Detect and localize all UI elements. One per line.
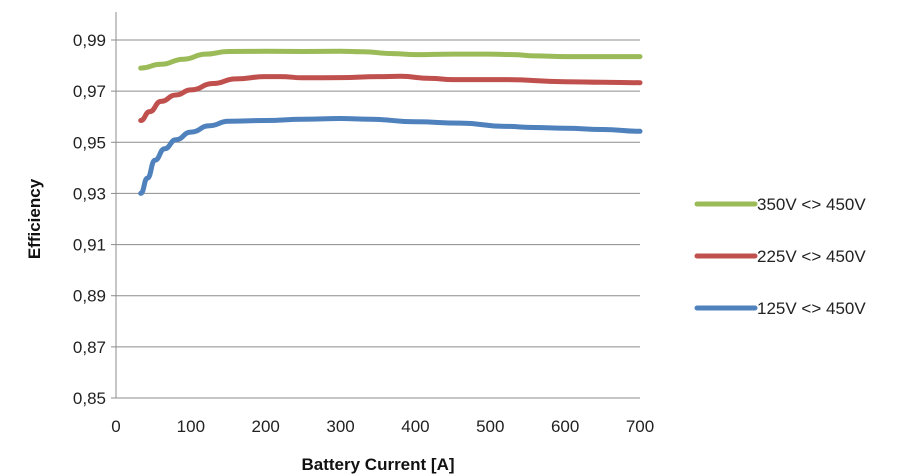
- series-lines: [138, 48, 643, 196]
- y-tick-label: 0,97: [73, 82, 106, 101]
- series-line-1: [138, 48, 643, 71]
- legend-label-3: 125V <> 450V: [757, 299, 866, 318]
- legend-label-1: 350V <> 450V: [757, 195, 866, 214]
- y-tick-label: 0,95: [73, 133, 106, 152]
- gridlines: [116, 39, 640, 348]
- x-tick-label: 200: [252, 417, 280, 436]
- x-tick-label: 100: [177, 417, 205, 436]
- y-tick-label: 0,89: [73, 287, 106, 306]
- y-tick-label: 0,99: [73, 31, 106, 50]
- y-tick-label: 0,87: [73, 338, 106, 357]
- legend-label-2: 225V <> 450V: [757, 247, 866, 266]
- legend: 350V <> 450V 225V <> 450V 125V <> 450V: [694, 195, 866, 318]
- series-line-3: [138, 116, 643, 196]
- x-tick-label: 700: [626, 417, 654, 436]
- x-tick-label: 0: [111, 417, 120, 436]
- x-axis-title: Battery Current [A]: [301, 455, 454, 474]
- y-tick-label: 0,85: [73, 389, 106, 408]
- axes: [111, 12, 640, 399]
- x-tick-label: 600: [551, 417, 579, 436]
- x-tick-label: 300: [326, 417, 354, 436]
- y-tick-label: 0,91: [73, 236, 106, 255]
- y-axis-title: Efficiency: [25, 178, 44, 259]
- y-tick-label: 0,93: [73, 184, 106, 203]
- series-line-2: [138, 73, 643, 123]
- tick-labels: 0,85 0,87 0,89 0,91 0,93 0,95 0,97 0,99 0 100 200 3…: [73, 31, 654, 436]
- x-tick-label: 500: [476, 417, 504, 436]
- x-tick-label: 400: [401, 417, 429, 436]
